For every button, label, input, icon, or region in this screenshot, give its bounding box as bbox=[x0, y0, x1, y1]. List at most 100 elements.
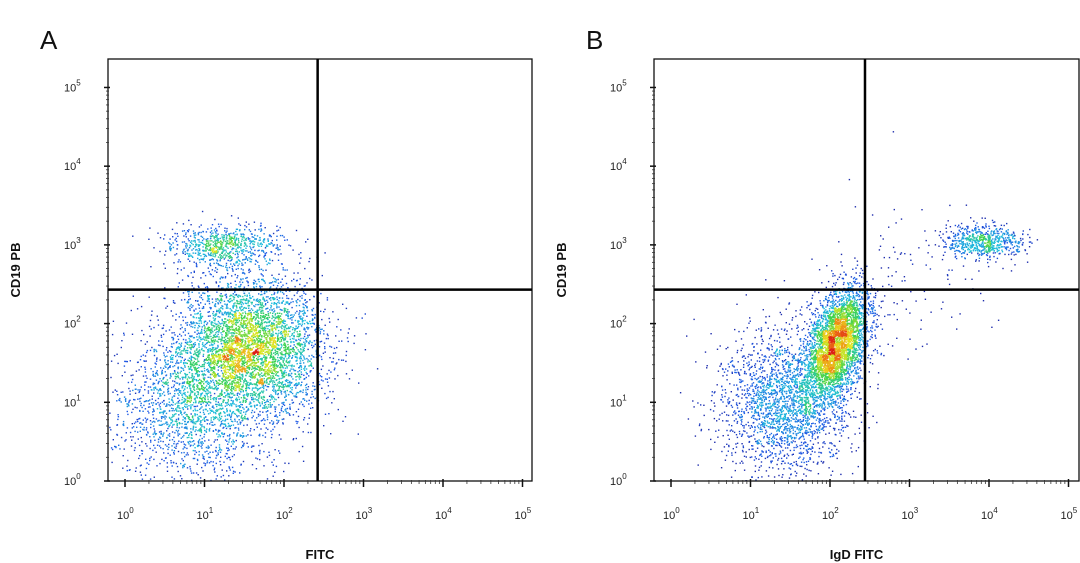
event-point bbox=[236, 307, 238, 309]
event-point bbox=[223, 324, 225, 327]
event-point bbox=[283, 311, 286, 313]
event-point bbox=[241, 374, 244, 376]
event-point bbox=[226, 354, 228, 356]
event-point bbox=[271, 371, 274, 373]
event-point bbox=[208, 363, 211, 365]
event-point bbox=[277, 312, 279, 315]
event-point bbox=[235, 377, 237, 379]
event-point bbox=[280, 309, 282, 311]
event-point bbox=[244, 341, 247, 343]
event-point bbox=[224, 479, 226, 481]
event-point bbox=[305, 371, 307, 374]
event-point bbox=[253, 400, 255, 403]
event-point bbox=[281, 383, 283, 385]
event-point bbox=[321, 387, 323, 389]
event-point bbox=[284, 325, 287, 327]
event-point bbox=[166, 382, 168, 385]
event-point bbox=[190, 325, 192, 328]
event-point bbox=[171, 400, 174, 402]
event-point bbox=[226, 267, 228, 269]
event-point bbox=[139, 471, 142, 473]
event-point bbox=[255, 392, 257, 395]
event-point bbox=[243, 362, 246, 365]
event-point bbox=[261, 328, 263, 330]
event-point bbox=[229, 382, 231, 384]
event-point bbox=[273, 365, 276, 367]
event-point bbox=[267, 372, 269, 374]
event-point bbox=[217, 315, 219, 318]
event-point bbox=[240, 330, 243, 332]
event-point bbox=[305, 341, 307, 343]
event-point bbox=[311, 393, 313, 395]
event-point bbox=[294, 369, 297, 372]
event-point bbox=[187, 275, 190, 278]
event-point bbox=[285, 399, 287, 401]
event-point bbox=[228, 341, 230, 343]
event-point bbox=[291, 314, 293, 316]
event-point bbox=[166, 355, 168, 357]
event-point bbox=[163, 410, 165, 412]
event-point bbox=[181, 326, 183, 329]
event-point bbox=[237, 342, 240, 344]
event-point bbox=[262, 407, 264, 409]
event-point bbox=[210, 460, 212, 463]
event-point bbox=[298, 313, 300, 316]
event-point bbox=[273, 316, 275, 318]
event-point bbox=[272, 364, 274, 367]
event-point bbox=[236, 434, 238, 436]
event-point bbox=[227, 351, 229, 353]
event-point bbox=[224, 455, 226, 458]
event-point bbox=[252, 336, 255, 339]
event-point bbox=[231, 265, 234, 268]
event-point bbox=[265, 411, 267, 413]
event-point bbox=[243, 382, 245, 384]
event-point bbox=[238, 333, 241, 335]
event-point bbox=[224, 349, 226, 352]
event-point bbox=[306, 309, 309, 312]
event-point bbox=[231, 339, 234, 341]
event-point bbox=[200, 431, 203, 434]
event-point bbox=[202, 272, 204, 274]
event-point bbox=[228, 330, 230, 333]
event-point bbox=[177, 397, 179, 399]
event-point bbox=[186, 382, 188, 385]
event-point bbox=[231, 383, 233, 385]
event-point bbox=[183, 464, 185, 466]
event-point bbox=[137, 420, 139, 423]
event-point bbox=[269, 262, 271, 265]
event-point bbox=[196, 391, 198, 393]
event-point bbox=[274, 471, 276, 473]
event-point bbox=[247, 386, 250, 389]
event-point bbox=[220, 456, 222, 458]
event-point bbox=[286, 384, 289, 387]
event-point bbox=[204, 420, 206, 422]
event-point bbox=[274, 302, 276, 304]
event-point bbox=[237, 432, 239, 434]
event-point bbox=[231, 275, 233, 277]
event-point bbox=[197, 391, 199, 393]
event-point bbox=[212, 387, 214, 390]
event-point bbox=[272, 464, 274, 466]
event-point bbox=[181, 396, 184, 398]
event-point bbox=[270, 338, 272, 340]
event-point bbox=[259, 323, 261, 325]
event-point bbox=[253, 445, 255, 447]
event-point bbox=[226, 385, 228, 387]
event-point bbox=[215, 323, 217, 325]
event-point bbox=[243, 347, 245, 349]
event-point bbox=[294, 312, 297, 314]
event-point bbox=[319, 375, 322, 377]
event-point bbox=[274, 314, 276, 316]
event-point bbox=[194, 414, 196, 417]
event-point bbox=[319, 331, 322, 333]
event-point bbox=[166, 445, 168, 447]
event-point bbox=[251, 301, 253, 304]
event-point bbox=[274, 369, 276, 371]
event-point bbox=[278, 297, 281, 299]
event-point bbox=[277, 282, 280, 284]
event-point bbox=[226, 414, 229, 417]
event-point bbox=[200, 420, 202, 422]
event-point bbox=[222, 340, 224, 342]
event-point bbox=[290, 372, 293, 375]
event-point bbox=[195, 354, 197, 356]
